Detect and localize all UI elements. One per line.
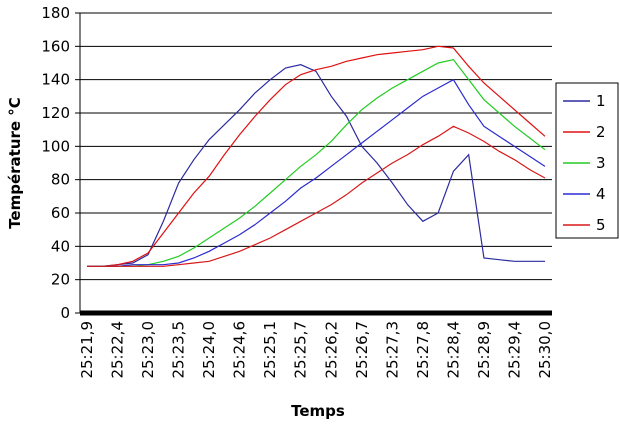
x-tick-label: 25:28,4: [444, 321, 462, 379]
x-tick-label: 25:25,7: [292, 321, 310, 379]
y-tick-label: 0: [60, 304, 70, 322]
x-tick-label: 25:23,0: [139, 321, 157, 379]
legend-label: 2: [596, 123, 606, 141]
x-tick-label: 25:26,2: [322, 321, 340, 379]
x-tick-label: 25:29,4: [505, 321, 523, 379]
x-axis-title: Temps: [291, 402, 345, 420]
x-tick-label: 25:30,0: [536, 321, 554, 379]
legend-label: 4: [596, 185, 606, 203]
legend-label: 1: [596, 92, 606, 110]
series-line: [87, 45, 546, 267]
series-line: [87, 64, 545, 267]
legend-label: 5: [596, 216, 606, 234]
legend-box: [555, 82, 619, 239]
x-tick-label: 25:25,1: [261, 321, 279, 379]
x-tick-label: 25:27,8: [414, 321, 432, 379]
series-line: [87, 58, 546, 267]
y-tick-label: 160: [41, 37, 70, 55]
y-tick-label: 60: [51, 204, 70, 222]
x-tick-label: 25:23,5: [170, 321, 188, 379]
x-tick-label: 25:28,9: [475, 321, 493, 379]
legend-label: 3: [596, 154, 606, 172]
y-axis-title: Température °C: [6, 97, 24, 229]
y-tick-label: 100: [41, 137, 70, 155]
x-tick-label: 25:24,6: [231, 321, 249, 379]
y-tick-label: 80: [51, 171, 70, 189]
y-tick-label: 120: [41, 104, 70, 122]
y-tick-label: 40: [51, 237, 70, 255]
y-tick-label: 20: [51, 271, 70, 289]
x-tick-label: 25:24,0: [200, 321, 218, 379]
y-tick-label: 180: [41, 4, 70, 22]
x-tick-label: 25:27,3: [383, 321, 401, 379]
series-line: [87, 78, 546, 267]
series-line: [87, 125, 546, 267]
y-tick-label: 140: [41, 71, 70, 89]
x-tick-label: 25:22,4: [109, 321, 127, 379]
x-tick-label: 25:26,7: [353, 321, 371, 379]
x-tick-label: 25:21,9: [78, 321, 96, 379]
